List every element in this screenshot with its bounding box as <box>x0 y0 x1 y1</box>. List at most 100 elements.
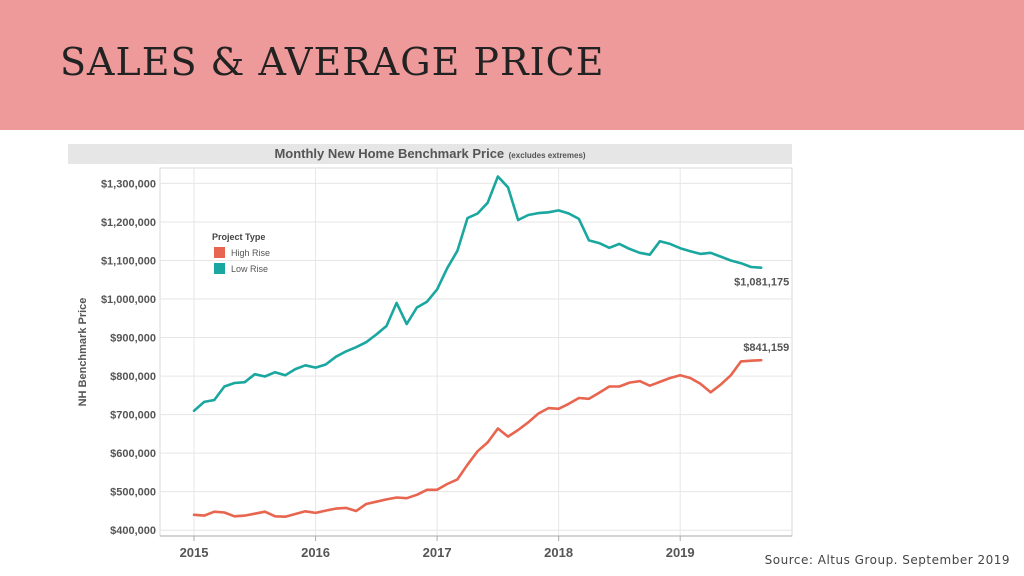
data-series <box>192 175 763 519</box>
data-point-low-rise <box>638 252 641 254</box>
data-point-low-rise <box>527 214 530 216</box>
data-point-high-rise <box>557 408 560 410</box>
data-point-high-rise <box>233 515 236 518</box>
data-point-high-rise <box>568 403 570 405</box>
axes: $400,000 $500,000 $600,000 $700,000 $800,000… <box>77 178 792 560</box>
y-tick-label: $600,000 <box>110 448 156 460</box>
data-point-high-rise <box>405 497 408 500</box>
data-point-high-rise <box>355 510 357 512</box>
data-point-low-rise <box>233 382 236 384</box>
data-point-low-rise <box>578 218 580 220</box>
data-point-low-rise <box>426 300 428 303</box>
data-point-high-rise <box>669 377 671 379</box>
legend-swatch <box>214 263 225 274</box>
data-point-low-rise <box>335 356 337 358</box>
data-point-high-rise <box>750 359 752 362</box>
data-point-high-rise <box>395 496 398 499</box>
data-point-high-rise <box>547 407 550 409</box>
data-point-high-rise <box>628 381 631 384</box>
data-point-high-rise <box>486 441 489 444</box>
data-point-low-rise <box>365 341 368 344</box>
data-point-low-rise <box>385 325 388 327</box>
data-point-high-rise <box>588 398 590 400</box>
y-tick-label: $800,000 <box>110 371 156 383</box>
data-point-low-rise <box>355 346 357 349</box>
data-labels: $841,159 $1,081,175 <box>734 277 789 354</box>
x-tick-label: 2016 <box>301 545 330 560</box>
x-tick-label: 2017 <box>423 545 452 560</box>
legend: Project Type High Rise Low Rise <box>212 232 270 274</box>
data-point-low-rise <box>405 323 408 325</box>
data-point-high-rise <box>598 391 600 394</box>
data-point-low-rise <box>507 186 509 189</box>
data-point-high-rise <box>497 427 499 430</box>
data-point-low-rise <box>294 368 297 370</box>
data-point-high-rise <box>456 478 459 481</box>
data-point-low-rise <box>689 250 692 252</box>
data-point-low-rise <box>436 288 438 291</box>
data-point-low-rise <box>699 253 702 255</box>
data-point-low-rise <box>314 366 317 369</box>
data-point-low-rise <box>375 333 378 336</box>
data-point-low-rise <box>486 201 489 204</box>
data-point-high-rise <box>719 383 722 386</box>
data-point-high-rise <box>264 510 266 513</box>
y-tick-label: $1,200,000 <box>101 217 156 229</box>
data-point-high-rise <box>254 512 256 515</box>
data-point-high-rise <box>466 463 469 466</box>
data-point-high-rise <box>304 510 307 513</box>
data-point-high-rise <box>324 509 327 512</box>
series-line-high-rise <box>192 358 763 519</box>
data-point-low-rise <box>497 175 499 178</box>
title-banner <box>0 0 1024 130</box>
data-point-low-rise <box>740 262 742 265</box>
data-point-low-rise <box>193 410 195 412</box>
plot-area <box>159 167 793 537</box>
data-point-high-rise <box>638 380 641 382</box>
data-point-high-rise <box>294 513 297 515</box>
legend-label: High Rise <box>231 248 270 258</box>
data-point-low-rise <box>284 374 287 377</box>
data-point-low-rise <box>243 381 246 384</box>
end-value-label: $841,159 <box>743 342 789 354</box>
source-note: Source: Altus Group. September 2019 <box>764 553 1010 567</box>
data-point-low-rise <box>649 253 651 256</box>
data-point-low-rise <box>446 267 449 270</box>
data-point-low-rise <box>709 252 712 254</box>
x-tick-label: 2019 <box>666 545 695 560</box>
data-point-high-rise <box>507 435 509 438</box>
data-point-low-rise <box>304 364 307 367</box>
data-point-high-rise <box>416 494 418 496</box>
data-point-high-rise <box>679 374 681 377</box>
data-point-low-rise <box>588 239 590 242</box>
data-point-low-rise <box>618 243 621 245</box>
data-point-low-rise <box>517 219 519 221</box>
data-point-low-rise <box>557 209 560 212</box>
y-tick-label: $1,300,000 <box>101 178 156 190</box>
data-point-low-rise <box>416 306 418 309</box>
data-point-low-rise <box>324 363 327 366</box>
data-point-high-rise <box>203 514 205 517</box>
data-point-low-rise <box>547 211 550 214</box>
legend-swatch <box>214 247 225 258</box>
y-tick-label: $1,000,000 <box>101 294 156 306</box>
y-tick-label: $700,000 <box>110 410 156 422</box>
data-point-high-rise <box>760 359 762 362</box>
x-tick-label: 2018 <box>544 545 573 560</box>
gridlines <box>159 167 793 537</box>
data-point-low-rise <box>568 212 570 215</box>
data-point-high-rise <box>213 510 216 513</box>
data-point-high-rise <box>608 385 611 388</box>
slide-title: SALES & AVERAGE PRICE <box>60 40 605 84</box>
data-point-low-rise <box>264 375 266 378</box>
y-tick-label: $900,000 <box>110 333 156 345</box>
data-point-low-rise <box>203 401 205 403</box>
data-point-high-rise <box>223 511 226 514</box>
data-point-high-rise <box>446 483 449 485</box>
data-point-high-rise <box>476 450 479 453</box>
data-point-high-rise <box>699 383 702 385</box>
legend-title: Project Type <box>212 232 265 242</box>
data-point-low-rise <box>628 248 631 250</box>
y-axis-label: NH Benchmark Price <box>77 298 89 407</box>
